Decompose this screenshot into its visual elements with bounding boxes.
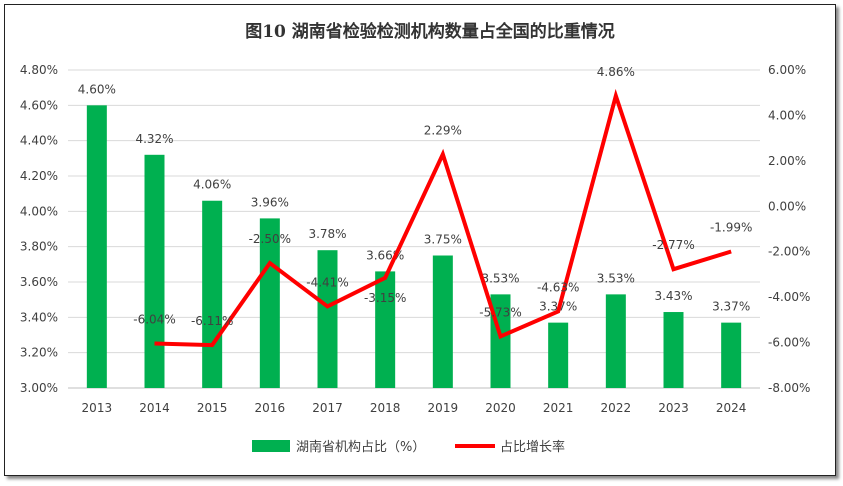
line-data-label: -5.73% — [479, 305, 521, 319]
right-axis-tick: -8.00% — [768, 381, 810, 395]
x-axis-tick: 2018 — [370, 401, 401, 415]
line-data-label: -2.77% — [652, 238, 694, 252]
line-data-label: -4.63% — [537, 280, 579, 294]
x-axis-tick: 2021 — [543, 401, 574, 415]
bar-data-label: 3.78% — [308, 227, 346, 241]
bar — [259, 218, 280, 388]
chart-frame — [4, 4, 836, 476]
line-data-label: 2.29% — [424, 123, 462, 137]
left-axis-tick: 3.80% — [20, 240, 58, 254]
chart-title: 图10 湖南省检验检测机构数量占全国的比重情况 — [245, 21, 615, 42]
legend-bar-swatch — [252, 440, 290, 452]
x-axis-tick: 2024 — [716, 401, 747, 415]
x-axis-tick: 2014 — [139, 401, 170, 415]
left-axis-tick: 4.80% — [20, 63, 58, 77]
bar — [605, 294, 626, 388]
bar-data-label: 3.53% — [481, 271, 519, 285]
bar — [721, 322, 742, 388]
line-data-label: -6.04% — [133, 312, 175, 326]
bar — [144, 154, 165, 388]
bar — [317, 250, 338, 388]
growth-line — [154, 88, 732, 348]
line-data-label: -4.41% — [306, 275, 348, 289]
right-axis-tick: 0.00% — [768, 199, 806, 213]
right-axis-tick: 4.00% — [768, 108, 806, 122]
line-data-label: -1.99% — [710, 220, 752, 234]
left-axis-tick: 4.00% — [20, 204, 58, 218]
left-axis-tick: 4.40% — [20, 134, 58, 148]
line-data-label: 4.86% — [597, 65, 635, 79]
x-axis-tick: 2017 — [312, 401, 343, 415]
right-axis-tick: -4.00% — [768, 290, 810, 304]
bar — [375, 271, 396, 388]
bar-data-label: 3.96% — [251, 195, 289, 209]
right-axis-tick: 6.00% — [768, 63, 806, 77]
legend-bar-label: 湖南省机构占比（%） — [296, 439, 425, 455]
line-data-label: -6.11% — [191, 314, 233, 328]
x-axis-tick: 2020 — [485, 401, 516, 415]
bar-data-label: 3.75% — [424, 233, 462, 247]
legend-line-label: 占比增长率 — [500, 439, 565, 455]
bar-data-label: 4.60% — [78, 82, 116, 96]
x-axis-tick: 2022 — [601, 401, 632, 415]
bar-data-label: 3.43% — [654, 289, 692, 303]
left-axis-tick: 3.40% — [20, 310, 58, 324]
bar — [432, 255, 453, 388]
left-axis-tick: 3.60% — [20, 275, 58, 289]
right-axis-tick: 2.00% — [768, 154, 806, 168]
bar-data-label: 3.53% — [597, 271, 635, 285]
bar-data-label: 4.06% — [193, 178, 231, 192]
left-axis-tick: 3.20% — [20, 346, 58, 360]
bar — [202, 200, 223, 388]
line-data-label: -2.50% — [249, 232, 291, 246]
bar — [548, 322, 569, 388]
right-axis-tick: -6.00% — [768, 336, 810, 350]
x-axis-tick: 2015 — [197, 401, 228, 415]
left-axis-tick: 4.20% — [20, 169, 58, 183]
x-axis-tick: 2019 — [428, 401, 459, 415]
left-axis-tick: 4.60% — [20, 98, 58, 112]
x-axis-tick: 2023 — [658, 401, 689, 415]
bar — [663, 312, 684, 388]
left-axis-tick: 3.00% — [20, 381, 58, 395]
bar — [86, 105, 107, 388]
x-axis-tick: 2016 — [255, 401, 286, 415]
x-axis-tick: 2013 — [82, 401, 113, 415]
bar-data-label: 4.32% — [135, 132, 173, 146]
line-data-label: -3.15% — [364, 291, 406, 305]
bar-data-label: 3.37% — [712, 300, 750, 314]
right-axis-tick: -2.00% — [768, 245, 810, 259]
